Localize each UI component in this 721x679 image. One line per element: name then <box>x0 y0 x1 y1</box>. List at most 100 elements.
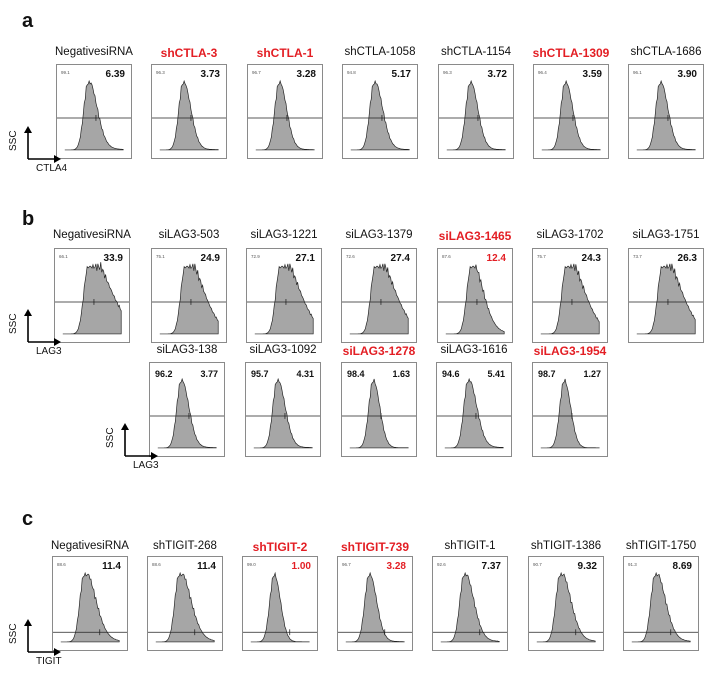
histogram-curve <box>345 571 405 643</box>
gate-negative-percent: 66.1 <box>59 254 68 259</box>
gate-negative-percent: 95.7 <box>251 369 269 379</box>
y-axis-label: SSC <box>105 427 116 448</box>
gate-negative-percent: 99.0 <box>247 562 256 567</box>
sample-label: shTIGIT-1750 <box>625 540 697 552</box>
histogram-plot: 72.6 27.4 <box>341 248 417 343</box>
sample-label: siLAG3-503 <box>158 229 220 241</box>
sample-label: siLAG3-138 <box>156 344 218 356</box>
positive-percent: 26.3 <box>677 253 697 264</box>
histogram-svg <box>150 377 224 449</box>
positive-percent: 27.1 <box>295 253 315 264</box>
histogram-curve <box>60 571 120 643</box>
positive-percent: 7.37 <box>481 561 501 572</box>
histogram-svg <box>342 378 416 449</box>
histogram-curve <box>636 79 696 151</box>
sample-label: shTIGIT-2 <box>252 540 308 554</box>
histogram-curve <box>254 263 314 335</box>
histogram-curve <box>157 377 217 449</box>
histogram-svg <box>533 378 607 449</box>
gate-negative-percent: 72.9 <box>251 254 260 259</box>
panel-letter-c: c <box>22 508 34 530</box>
histogram-plot: 88.6 11.4 <box>147 556 223 651</box>
histogram-curve <box>541 79 601 151</box>
histogram-svg <box>343 79 417 151</box>
panel-letter-a: a <box>22 10 34 32</box>
positive-percent: 3.28 <box>386 561 406 572</box>
histogram-plot: 98.7 1.27 <box>532 362 608 457</box>
x-axis-label: TIGIT <box>36 656 62 667</box>
sample-label: siLAG3-1092 <box>249 344 317 356</box>
gate-negative-percent: 98.7 <box>538 369 556 379</box>
gate-negative-percent: 96.1 <box>633 70 642 75</box>
histogram-plot: 66.1 33.9 <box>54 248 130 343</box>
histogram-curve <box>540 263 600 335</box>
sample-label: shCTLA-1154 <box>440 46 512 58</box>
positive-percent: 6.39 <box>105 69 125 80</box>
positive-percent: 33.9 <box>103 253 123 264</box>
histogram-curve <box>540 378 600 449</box>
histogram-svg <box>148 571 222 643</box>
histogram-curve <box>349 263 409 335</box>
positive-percent: 4.31 <box>296 369 314 379</box>
histogram-curve <box>446 79 506 151</box>
gate-negative-percent: 88.6 <box>152 562 161 567</box>
positive-percent: 12.4 <box>486 253 506 264</box>
axis-arrows <box>24 309 61 346</box>
histogram-svg <box>247 263 321 335</box>
axis-arrows <box>121 423 158 460</box>
histogram-plot: 75.7 24.3 <box>532 248 608 343</box>
axis-arrows <box>24 619 61 656</box>
histogram-plot: 99.0 1.00 <box>242 556 318 651</box>
histogram-plot: 94.8 5.17 <box>342 64 418 159</box>
histogram-plot: 94.6 5.41 <box>436 362 512 457</box>
histogram-plot: 72.9 27.1 <box>246 248 322 343</box>
histogram-svg <box>533 263 607 335</box>
gate-negative-percent: 90.7 <box>533 562 542 567</box>
gate-negative-percent: 96.2 <box>155 369 173 379</box>
histogram-curve <box>64 79 124 151</box>
histogram-plot: 98.4 1.63 <box>341 362 417 457</box>
histogram-svg <box>342 263 416 335</box>
positive-percent: 1.27 <box>583 369 601 379</box>
gate-negative-percent: 96.3 <box>443 70 452 75</box>
sample-label: NegativesiRNA <box>53 229 131 241</box>
gate-negative-percent: 88.6 <box>57 562 66 567</box>
histogram-plot: 96.7 3.28 <box>247 64 323 159</box>
gate-negative-percent: 92.6 <box>437 562 446 567</box>
positive-percent: 3.72 <box>487 69 507 80</box>
histogram-svg <box>529 571 603 643</box>
histogram-svg <box>57 79 131 151</box>
positive-percent: 9.32 <box>577 561 597 572</box>
gate-negative-percent: 96.4 <box>538 70 547 75</box>
x-axis-label: LAG3 <box>36 346 62 357</box>
histogram-curve <box>350 79 410 151</box>
histogram-curve <box>444 377 504 449</box>
positive-percent: 24.9 <box>200 253 220 264</box>
gate-negative-percent: 99.1 <box>61 70 70 75</box>
histogram-plot: 87.6 12.4 <box>437 248 513 343</box>
histogram-curve <box>349 378 409 449</box>
histogram-curve <box>250 571 310 643</box>
sample-label: NegativesiRNA <box>55 46 133 58</box>
histogram-plot: 96.1 3.90 <box>628 64 704 159</box>
sample-label: shCTLA-1 <box>256 46 314 60</box>
positive-percent: 3.59 <box>582 69 602 80</box>
sample-label: siLAG3-1954 <box>533 344 607 358</box>
histogram-svg <box>152 263 226 335</box>
sample-label: siLAG3-1465 <box>438 229 512 243</box>
histogram-svg <box>53 571 127 643</box>
sample-label: shTIGIT-1386 <box>530 540 602 552</box>
histogram-curve <box>155 571 215 643</box>
sample-label: shCTLA-1686 <box>630 46 702 58</box>
gate-negative-percent: 73.7 <box>633 254 642 259</box>
gate-negative-percent: 75.1 <box>156 254 165 259</box>
positive-percent: 24.3 <box>581 253 601 264</box>
histogram-svg <box>246 377 320 449</box>
sample-label: shCTLA-1309 <box>532 46 610 60</box>
x-axis-label: CTLA4 <box>36 163 68 174</box>
axis-arrows <box>24 126 61 163</box>
positive-percent: 8.69 <box>672 561 692 572</box>
histogram-svg <box>433 571 507 643</box>
y-axis-label: SSC <box>8 623 19 644</box>
gate-negative-percent: 75.7 <box>537 254 546 259</box>
